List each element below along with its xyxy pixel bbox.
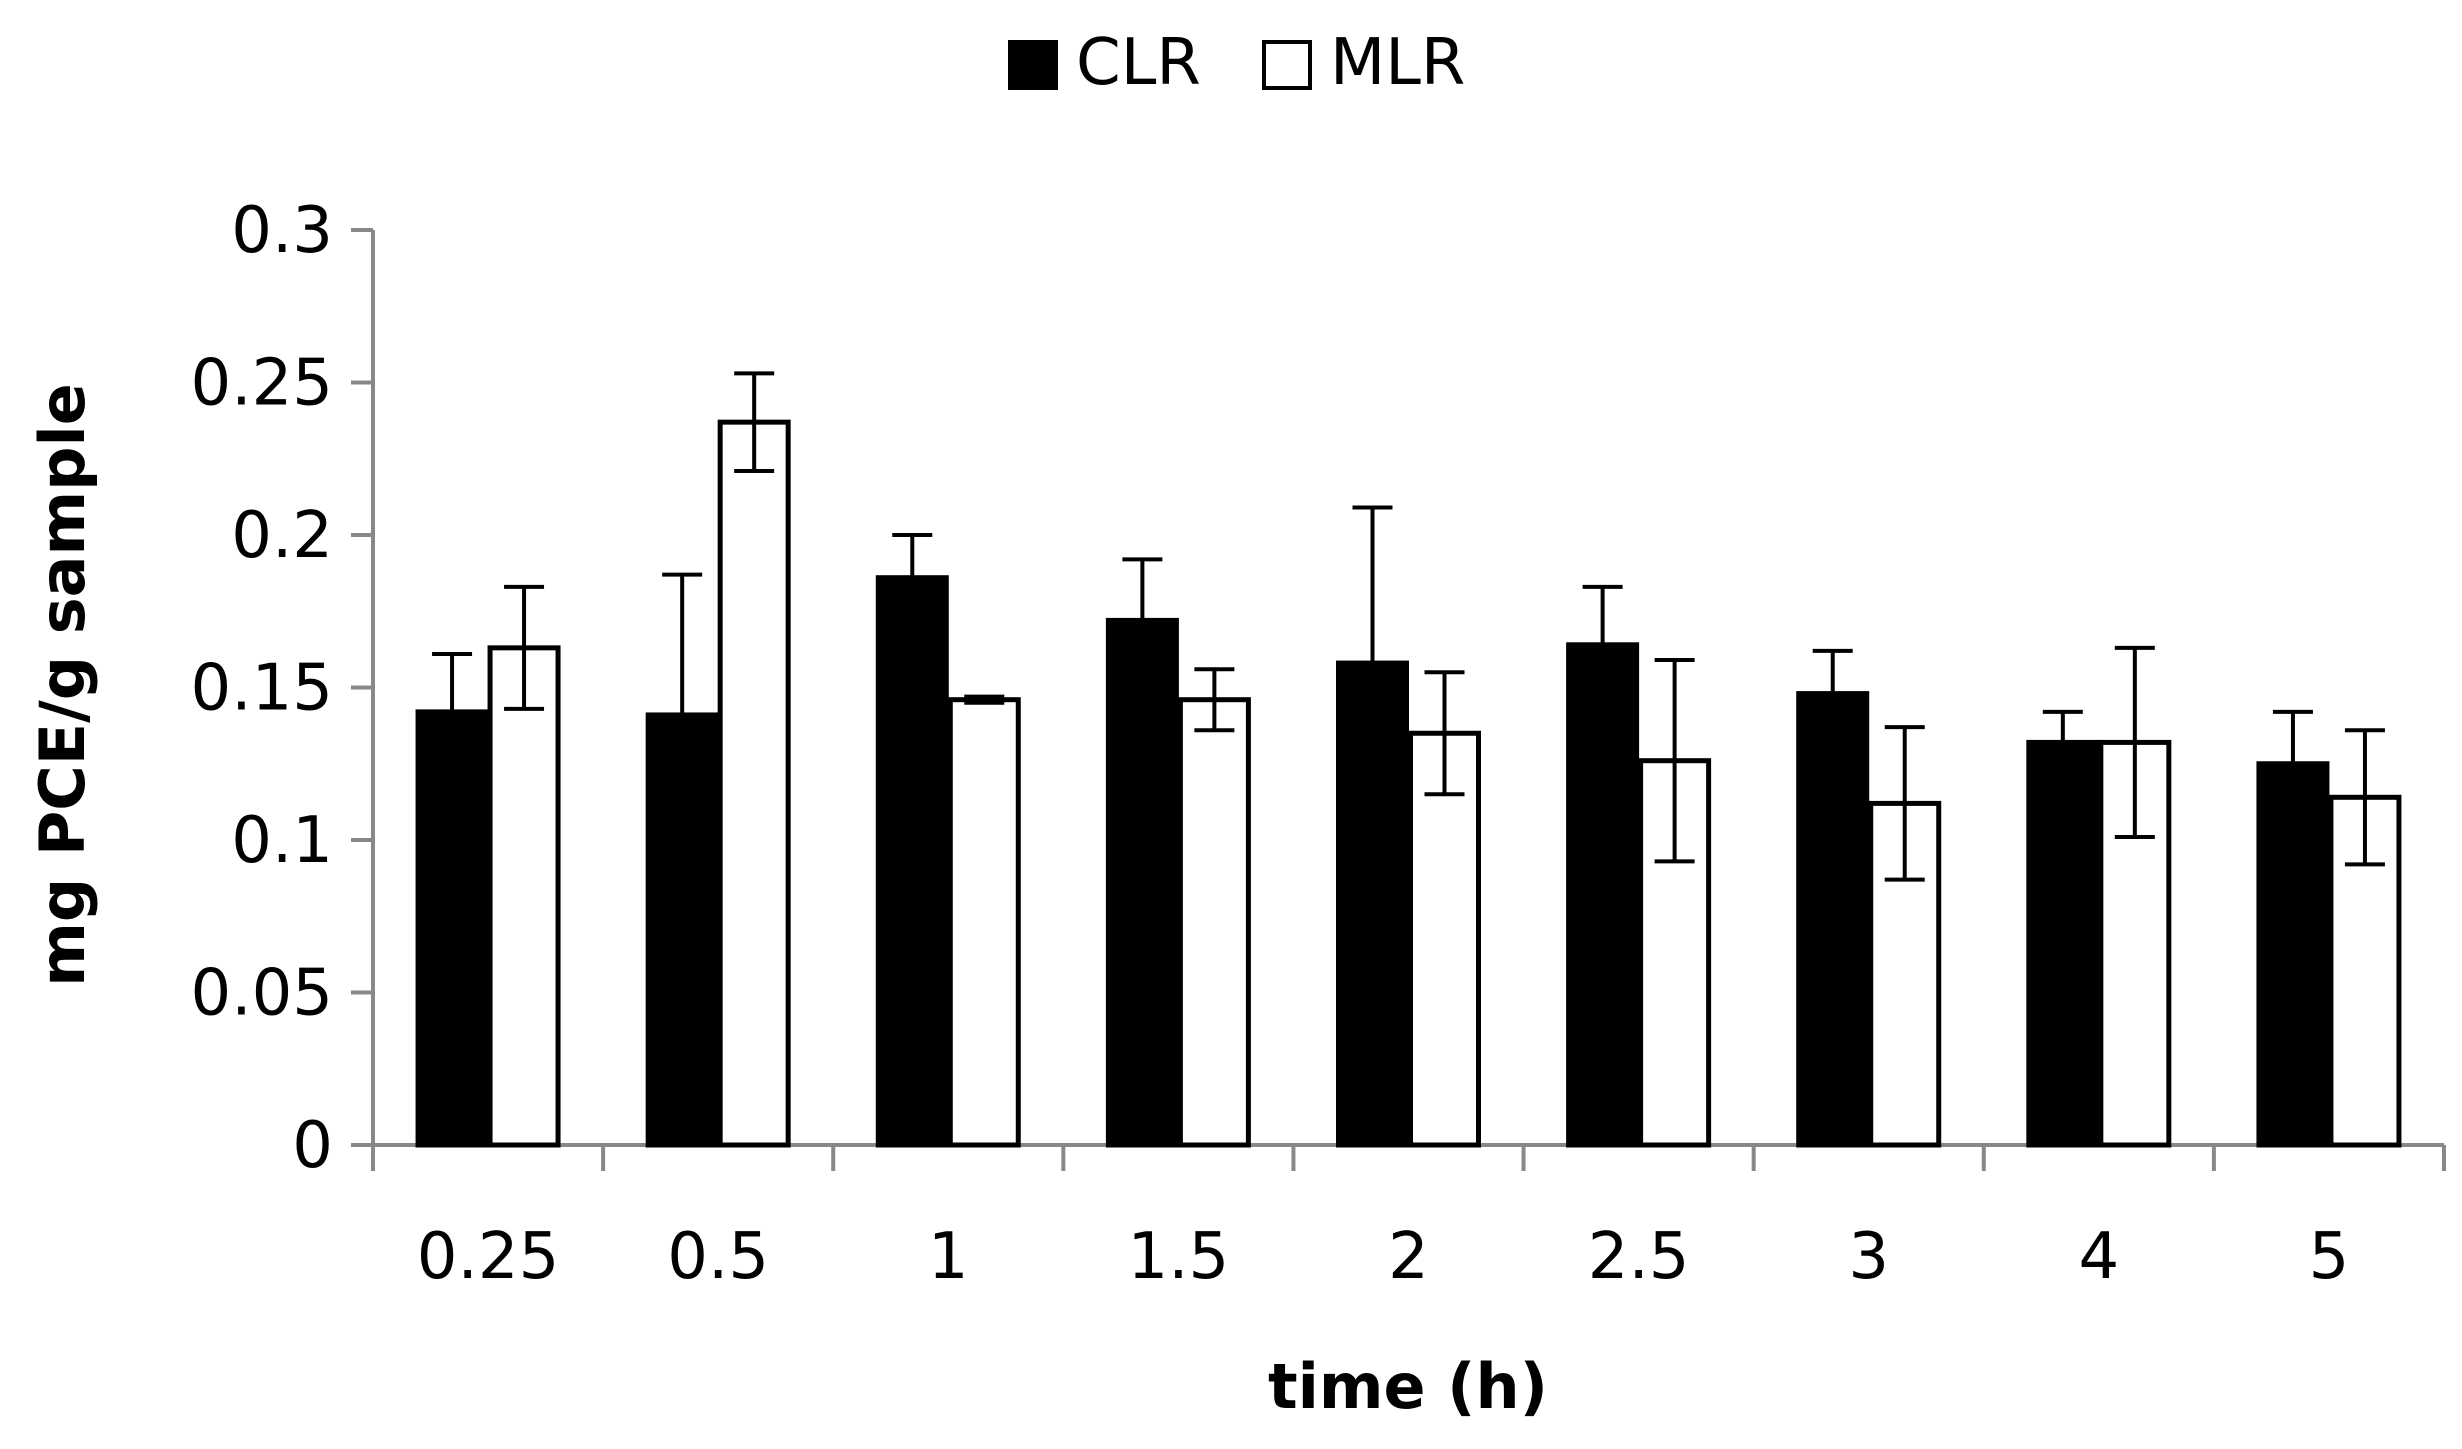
error-bar-clr-2 — [1352, 505, 1393, 821]
tick-labels: 0 0.05 0.1 0.15 0.2 0.25 0.3 0.25 0.5 1 1.5 2 2.5 3 4 5 — [191, 194, 2350, 1294]
y-tick-label: 0 — [292, 1109, 333, 1183]
bar-mlr-2 — [1408, 730, 1481, 1148]
error-bar-clr-3 — [1812, 648, 1853, 739]
error-bar-mlr-4 — [2114, 645, 2155, 839]
x-tick-label: 2 — [1388, 1220, 1429, 1294]
bar-mlr-0.5 — [717, 419, 791, 1148]
error-bar-clr-1 — [892, 533, 933, 623]
bar-clr-1 — [875, 575, 949, 1148]
bar-clr-1.5 — [1105, 617, 1179, 1148]
error-bar-clr-4 — [2042, 709, 2083, 775]
bar-clr-0.25 — [415, 709, 489, 1148]
x-tick-label: 0.25 — [417, 1220, 560, 1294]
error-bar-clr-2.5 — [1582, 584, 1623, 705]
bar-clr-3 — [1796, 691, 1870, 1148]
error-bar-mlr-1 — [964, 694, 1005, 705]
error-bars — [432, 371, 2385, 882]
error-bar-mlr-3 — [1884, 725, 1925, 882]
x-tick-label: 1.5 — [1127, 1220, 1229, 1294]
legend-swatch-mlr — [1262, 40, 1312, 90]
legend-label-clr: CLR — [1076, 26, 1201, 100]
error-bar-clr-1.5 — [1122, 557, 1163, 684]
bar-clr-5 — [2256, 761, 2330, 1148]
x-tick-label: 0.5 — [667, 1220, 769, 1294]
legend-label-mlr: MLR — [1330, 26, 1465, 100]
x-tick-label: 3 — [1848, 1220, 1889, 1294]
error-bar-mlr-1.5 — [1194, 667, 1235, 733]
y-tick-label: 0.05 — [191, 957, 334, 1031]
error-bar-clr-0.5 — [662, 572, 703, 858]
y-tick-label: 0.1 — [231, 804, 333, 878]
y-tick-label: 0.3 — [231, 194, 333, 268]
legend: CLR MLR — [1008, 26, 1465, 100]
y-tick-label: 0.25 — [191, 347, 334, 421]
y-tick-label: 0.2 — [231, 499, 333, 573]
x-tick-label: 4 — [2078, 1220, 2119, 1294]
x-tick-label: 2.5 — [1588, 1220, 1690, 1294]
error-bar-mlr-0.25 — [504, 584, 545, 711]
legend-swatch-clr — [1008, 40, 1058, 90]
y-axis-title: mg PCE/g sample — [26, 383, 99, 987]
error-bar-clr-0.25 — [432, 651, 473, 772]
error-bar-mlr-2 — [1424, 670, 1465, 797]
bars — [415, 419, 2402, 1148]
x-tick-label: 5 — [2309, 1220, 2350, 1294]
error-bar-mlr-0.5 — [734, 371, 775, 473]
error-bar-clr-5 — [2272, 709, 2313, 818]
bar-mlr-0.25 — [487, 645, 561, 1148]
y-tick-label: 0.15 — [191, 652, 334, 726]
error-bar-mlr-5 — [2344, 728, 2385, 867]
x-axis-title: time (h) — [1268, 1350, 1548, 1423]
bar-clr-2.5 — [1566, 642, 1640, 1148]
error-bar-mlr-2.5 — [1654, 658, 1695, 864]
x-tick-label: 1 — [928, 1220, 969, 1294]
bar-mlr-1 — [947, 697, 1021, 1148]
bar-mlr-1.5 — [1177, 697, 1251, 1148]
bar-clr-4 — [2026, 739, 2100, 1148]
